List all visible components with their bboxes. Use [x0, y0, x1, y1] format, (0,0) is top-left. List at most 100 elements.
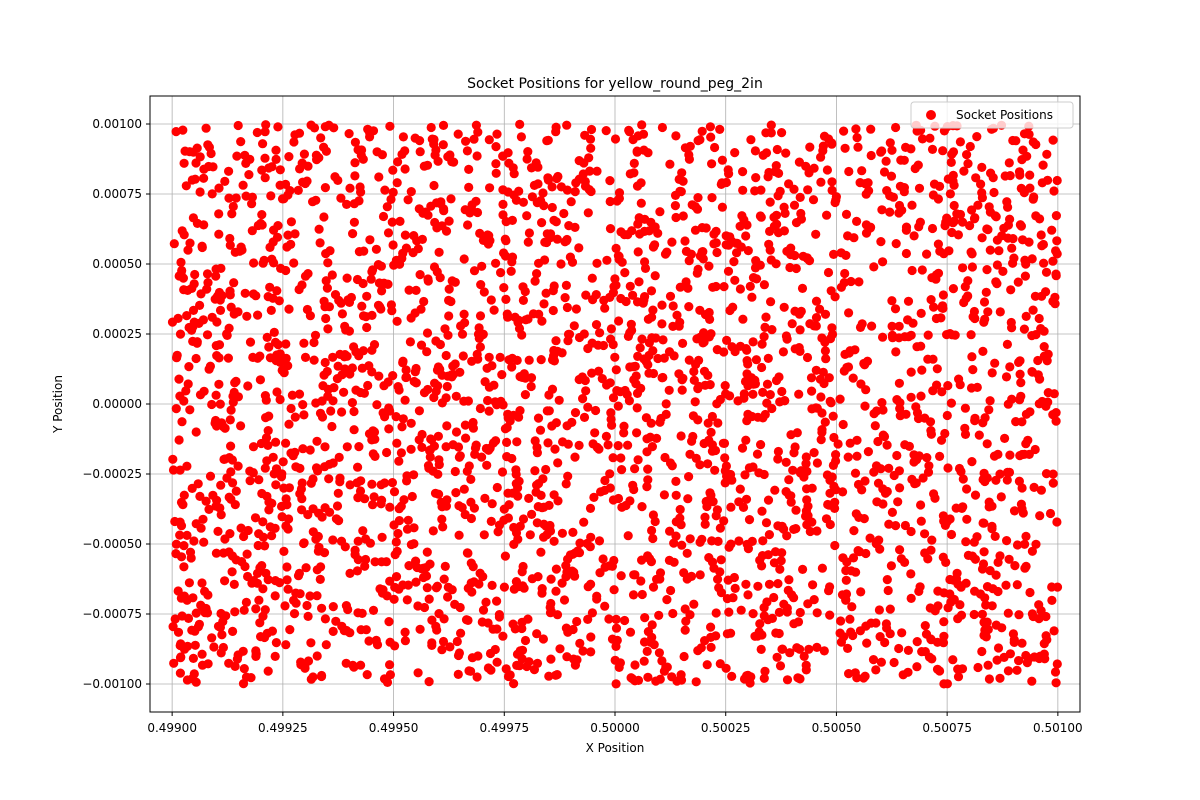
- scatter-point: [995, 307, 1005, 317]
- scatter-point: [293, 185, 303, 195]
- scatter-point: [731, 238, 741, 248]
- scatter-point: [299, 338, 309, 348]
- scatter-point: [406, 418, 416, 428]
- scatter-point: [332, 374, 342, 384]
- scatter-point: [795, 607, 805, 618]
- scatter-point: [1002, 536, 1012, 546]
- scatter-point: [189, 536, 199, 546]
- scatter-point: [876, 464, 886, 474]
- scatter-point: [763, 353, 773, 363]
- scatter-point: [191, 353, 201, 364]
- scatter-point: [1014, 656, 1024, 666]
- scatter-point: [671, 131, 681, 141]
- scatter-point: [193, 479, 203, 489]
- scatter-point: [647, 620, 657, 630]
- scatter-point: [757, 630, 767, 640]
- scatter-point: [967, 262, 978, 272]
- scatter-point: [170, 614, 180, 624]
- scatter-point: [801, 665, 811, 675]
- scatter-point: [735, 484, 745, 494]
- scatter-point: [196, 289, 206, 299]
- scatter-point: [478, 572, 488, 582]
- scatter-point: [211, 271, 221, 281]
- scatter-point: [328, 626, 338, 637]
- scatter-point: [613, 401, 623, 411]
- scatter-point: [1007, 394, 1017, 404]
- scatter-point: [557, 578, 567, 588]
- scatter-point: [508, 679, 519, 689]
- scatter-point: [482, 363, 492, 373]
- scatter-point: [860, 671, 870, 681]
- scatter-point: [225, 233, 235, 244]
- scatter-point: [306, 674, 316, 684]
- scatter-point: [755, 619, 765, 629]
- scatter-point: [1039, 639, 1049, 649]
- scatter-point: [484, 135, 494, 145]
- scatter-point: [616, 571, 626, 581]
- scatter-point: [662, 595, 672, 605]
- scatter-point: [620, 385, 630, 396]
- scatter-point: [820, 417, 830, 427]
- scatter-point: [756, 185, 766, 195]
- scatter-point: [591, 320, 602, 330]
- scatter-point: [289, 137, 299, 147]
- scatter-point: [982, 439, 992, 449]
- scatter-point: [551, 564, 562, 574]
- scatter-point: [720, 381, 730, 391]
- scatter-point: [978, 346, 988, 356]
- scatter-point: [188, 653, 198, 664]
- scatter-point: [938, 290, 949, 300]
- scatter-point: [561, 479, 571, 489]
- scatter-point: [532, 442, 542, 452]
- scatter-point: [504, 158, 514, 168]
- legend: Socket Positions: [910, 101, 1074, 129]
- scatter-point: [608, 339, 618, 350]
- scatter-point: [614, 316, 624, 326]
- scatter-point: [578, 646, 588, 656]
- scatter-point: [562, 567, 572, 577]
- scatter-point: [502, 437, 512, 447]
- scatter-point: [683, 494, 693, 504]
- scatter-point: [430, 488, 441, 498]
- scatter-point: [191, 519, 201, 529]
- scatter-point: [414, 435, 424, 445]
- scatter-point: [271, 437, 281, 447]
- scatter-point: [365, 538, 375, 548]
- scatter-point: [1039, 342, 1049, 352]
- scatter-point: [841, 575, 851, 585]
- scatter-point: [300, 178, 310, 189]
- scatter-point: [707, 557, 718, 567]
- scatter-point: [391, 412, 401, 422]
- scatter-point: [509, 584, 519, 594]
- scatter-point: [738, 314, 748, 324]
- scatter-point: [991, 277, 1001, 287]
- scatter-point: [176, 639, 186, 649]
- scatter-point: [275, 349, 285, 359]
- scatter-point: [357, 301, 367, 311]
- scatter-point: [995, 469, 1005, 479]
- scatter-point: [546, 606, 556, 616]
- scatter-point: [374, 371, 384, 381]
- x-axis-label: X Position: [586, 741, 645, 755]
- scatter-point: [992, 260, 1003, 270]
- scatter-point: [350, 137, 360, 147]
- scatter-point: [168, 622, 178, 632]
- scatter-point: [183, 245, 193, 255]
- scatter-point: [580, 130, 590, 140]
- scatter-point: [845, 438, 855, 448]
- scatter-point: [759, 332, 769, 342]
- scatter-point: [867, 321, 877, 331]
- scatter-point: [491, 258, 501, 268]
- scatter-point: [1012, 540, 1023, 550]
- scatter-point: [972, 132, 982, 142]
- scatter-point: [459, 309, 469, 319]
- scatter-point: [466, 474, 476, 484]
- scatter-point: [805, 142, 815, 152]
- scatter-point: [816, 435, 826, 445]
- scatter-point: [1034, 313, 1044, 324]
- scatter-point: [195, 152, 205, 162]
- scatter-point: [979, 317, 989, 327]
- scatter-point: [473, 354, 483, 364]
- x-tick-label: 0.49975: [479, 721, 529, 735]
- scatter-point: [438, 140, 448, 150]
